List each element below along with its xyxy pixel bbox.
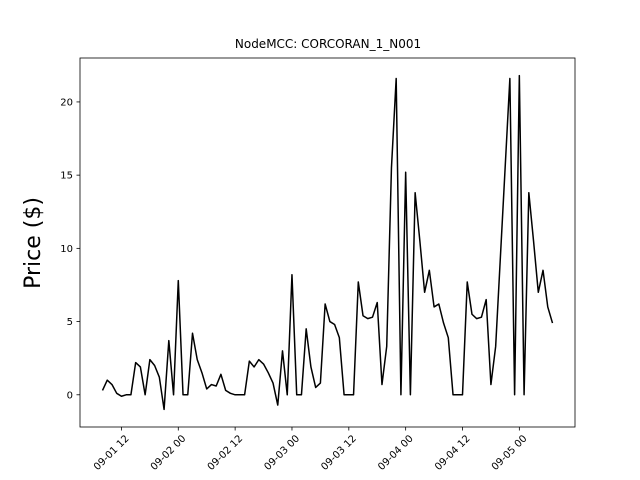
x-tick-label: 09-02 00 <box>149 433 189 473</box>
price-line <box>101 74 554 411</box>
y-tick-label: 20 <box>60 97 73 108</box>
x-tick-label: 09-04 00 <box>376 433 416 473</box>
y-tick-label: 5 <box>67 317 73 328</box>
x-tick-label: 09-02 12 <box>206 433 246 473</box>
y-tick-label: 0 <box>67 390 73 401</box>
x-tick-label: 09-03 00 <box>263 433 303 473</box>
plot-frame <box>79 57 576 428</box>
x-tick-label: 09-01 12 <box>92 433 132 473</box>
x-tick-label: 09-03 12 <box>319 433 359 473</box>
y-tick-label: 15 <box>60 171 73 182</box>
chart-title: NodeMCC: CORCORAN_1_N001 <box>235 37 421 51</box>
x-tick-label: 09-05 00 <box>490 433 530 473</box>
y-tick-label: 10 <box>60 244 73 255</box>
y-axis-label: Price ($) <box>21 197 46 289</box>
x-tick-label: 09-04 12 <box>433 433 473 473</box>
